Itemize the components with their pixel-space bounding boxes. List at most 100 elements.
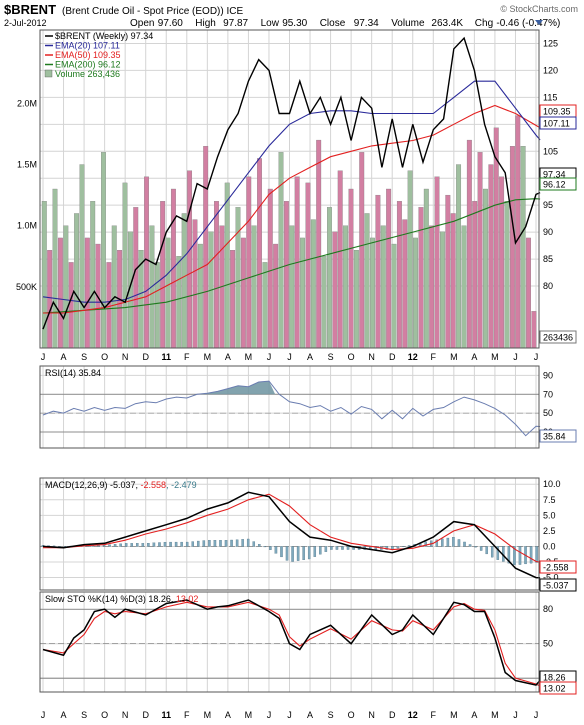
dropdown-arrow-icon[interactable] — [535, 20, 543, 25]
macd-tick: 7.5 — [543, 495, 556, 505]
volume-bar — [101, 152, 106, 349]
volume-bar — [445, 194, 451, 349]
macd-signal-value-tag: -2.558 — [539, 560, 577, 574]
ema20-value-tag: 107.11 — [539, 116, 577, 130]
macd-histogram-bar — [230, 539, 233, 547]
legend-entry-2: EMA(50) 109.35 — [55, 50, 121, 60]
macd-line — [42, 491, 541, 579]
quote-label-0: Open — [130, 18, 154, 29]
volume-bar — [343, 225, 349, 349]
ema20-value-tag-label: 107.11 — [543, 119, 570, 129]
bottom-month-17: D — [389, 710, 396, 720]
sto-frame — [39, 591, 540, 693]
volume-bar — [386, 188, 392, 349]
volume-bar — [181, 213, 187, 349]
bottom-month-15: O — [348, 710, 355, 720]
macd-histogram-bar — [446, 537, 450, 547]
month-axis: J A S O N D 11 F M A M J J A S O N D 12 F M A M J J J A S O N D 11 F M A M J… — [41, 352, 539, 720]
volume-bar — [246, 176, 252, 349]
sto-k-line — [42, 599, 541, 686]
volume-bar — [407, 170, 413, 349]
bottom-month-19: F — [431, 710, 437, 720]
bottom-month-16: N — [368, 710, 375, 720]
sto-k-value-tag-label: 18.26 — [543, 673, 566, 683]
price-value-tag-label: 97.34 — [543, 170, 566, 180]
sto-d-value-tag-label: 13.02 — [543, 684, 566, 694]
volume-bar — [79, 164, 85, 349]
quote-value-5: -0.46 (-0.47%) — [496, 18, 560, 29]
macd-histogram-bar — [479, 546, 483, 551]
quote-line: Open 97.60 High 97.87 Low 95.30 Close 97.34 Volu… — [130, 18, 560, 29]
macd-histogram-bar — [529, 546, 533, 564]
bottom-month-3: O — [101, 710, 108, 720]
macd-histogram-bar — [346, 546, 350, 550]
volume-bar — [402, 219, 408, 349]
volume-bar — [456, 164, 462, 349]
price-month-9: A — [225, 352, 231, 362]
volume-bar — [289, 225, 295, 349]
macd-histogram-bar — [313, 546, 317, 557]
price-tick-125: 125 — [543, 38, 558, 48]
macd-histogram-bar — [269, 546, 272, 550]
volume-tick-0: 500K — [16, 282, 37, 292]
macd-signal-line — [43, 493, 541, 563]
volume-bar — [52, 188, 58, 349]
volume-bar — [133, 207, 139, 349]
price-month-22: M — [491, 352, 499, 362]
sto-k-value-tag: 18.26 — [539, 670, 577, 684]
macd-histogram-bar — [324, 546, 328, 552]
price-month-3: O — [101, 352, 108, 362]
legend-swatch — [44, 69, 53, 78]
macd-histogram-bar — [485, 546, 488, 555]
quote-label-5: Chg — [475, 18, 493, 29]
volume-bar — [531, 311, 537, 349]
macd-histogram-bar — [296, 546, 300, 561]
volume-bar — [176, 256, 182, 349]
volume-bar — [337, 170, 343, 349]
volume-bar — [440, 231, 445, 349]
volume-bar — [84, 237, 90, 349]
price-month-14: S — [328, 352, 334, 362]
macd-histogram-bar — [457, 539, 461, 547]
macd-histogram-bar — [252, 541, 256, 547]
volume-bar — [466, 139, 472, 349]
macd-value-tag: -5.037 — [539, 578, 577, 592]
volume-bar — [364, 213, 370, 349]
rsi-frame — [39, 365, 540, 449]
macd-histogram-bar — [163, 542, 167, 547]
quote-value-3: 97.34 — [354, 18, 379, 29]
price-month-10: M — [245, 352, 253, 362]
volume-bar — [520, 146, 526, 349]
volume-bar — [515, 115, 521, 349]
macd-histogram-bar — [197, 540, 200, 547]
bottom-month-2: S — [81, 710, 87, 720]
volume-bar — [273, 243, 279, 349]
sto-d-value-tag: 13.02 — [539, 681, 577, 695]
volume-bar — [192, 219, 198, 349]
macd-histogram-bar — [180, 541, 183, 547]
price-month-17: D — [389, 352, 396, 362]
volume-bar — [57, 237, 63, 349]
volume-bar — [267, 188, 273, 349]
macd-histogram-bar — [224, 540, 228, 547]
quote-value-1: 97.87 — [223, 18, 248, 29]
macd-histogram-bar — [169, 541, 172, 547]
bottom-month-8: M — [204, 710, 212, 720]
symbol-description: (Brent Crude Oil - Spot Price (EOD)) ICE — [62, 6, 243, 17]
volume-bar — [63, 225, 69, 349]
macd-histogram-bar — [452, 537, 455, 547]
macd-histogram-bar — [274, 546, 278, 554]
macd-tick: 0.0 — [543, 541, 556, 551]
stochastic-panel: 205080Slow STO %K(14) %D(3) 18.26, 13.02… — [39, 591, 577, 695]
price-tick-105: 105 — [543, 146, 558, 156]
bottom-month-12: J — [287, 710, 292, 720]
macd-histogram-bar — [124, 543, 128, 547]
bottom-month-13: A — [307, 710, 313, 720]
macd-value-tag-label: -5.037 — [543, 581, 569, 591]
volume-value-tag: 263436 — [539, 330, 577, 344]
bottom-month-10: M — [245, 710, 253, 720]
volume-tick-3: 2.0M — [17, 98, 37, 108]
macd-histogram-bar — [496, 546, 500, 560]
volume-bar — [90, 201, 96, 349]
